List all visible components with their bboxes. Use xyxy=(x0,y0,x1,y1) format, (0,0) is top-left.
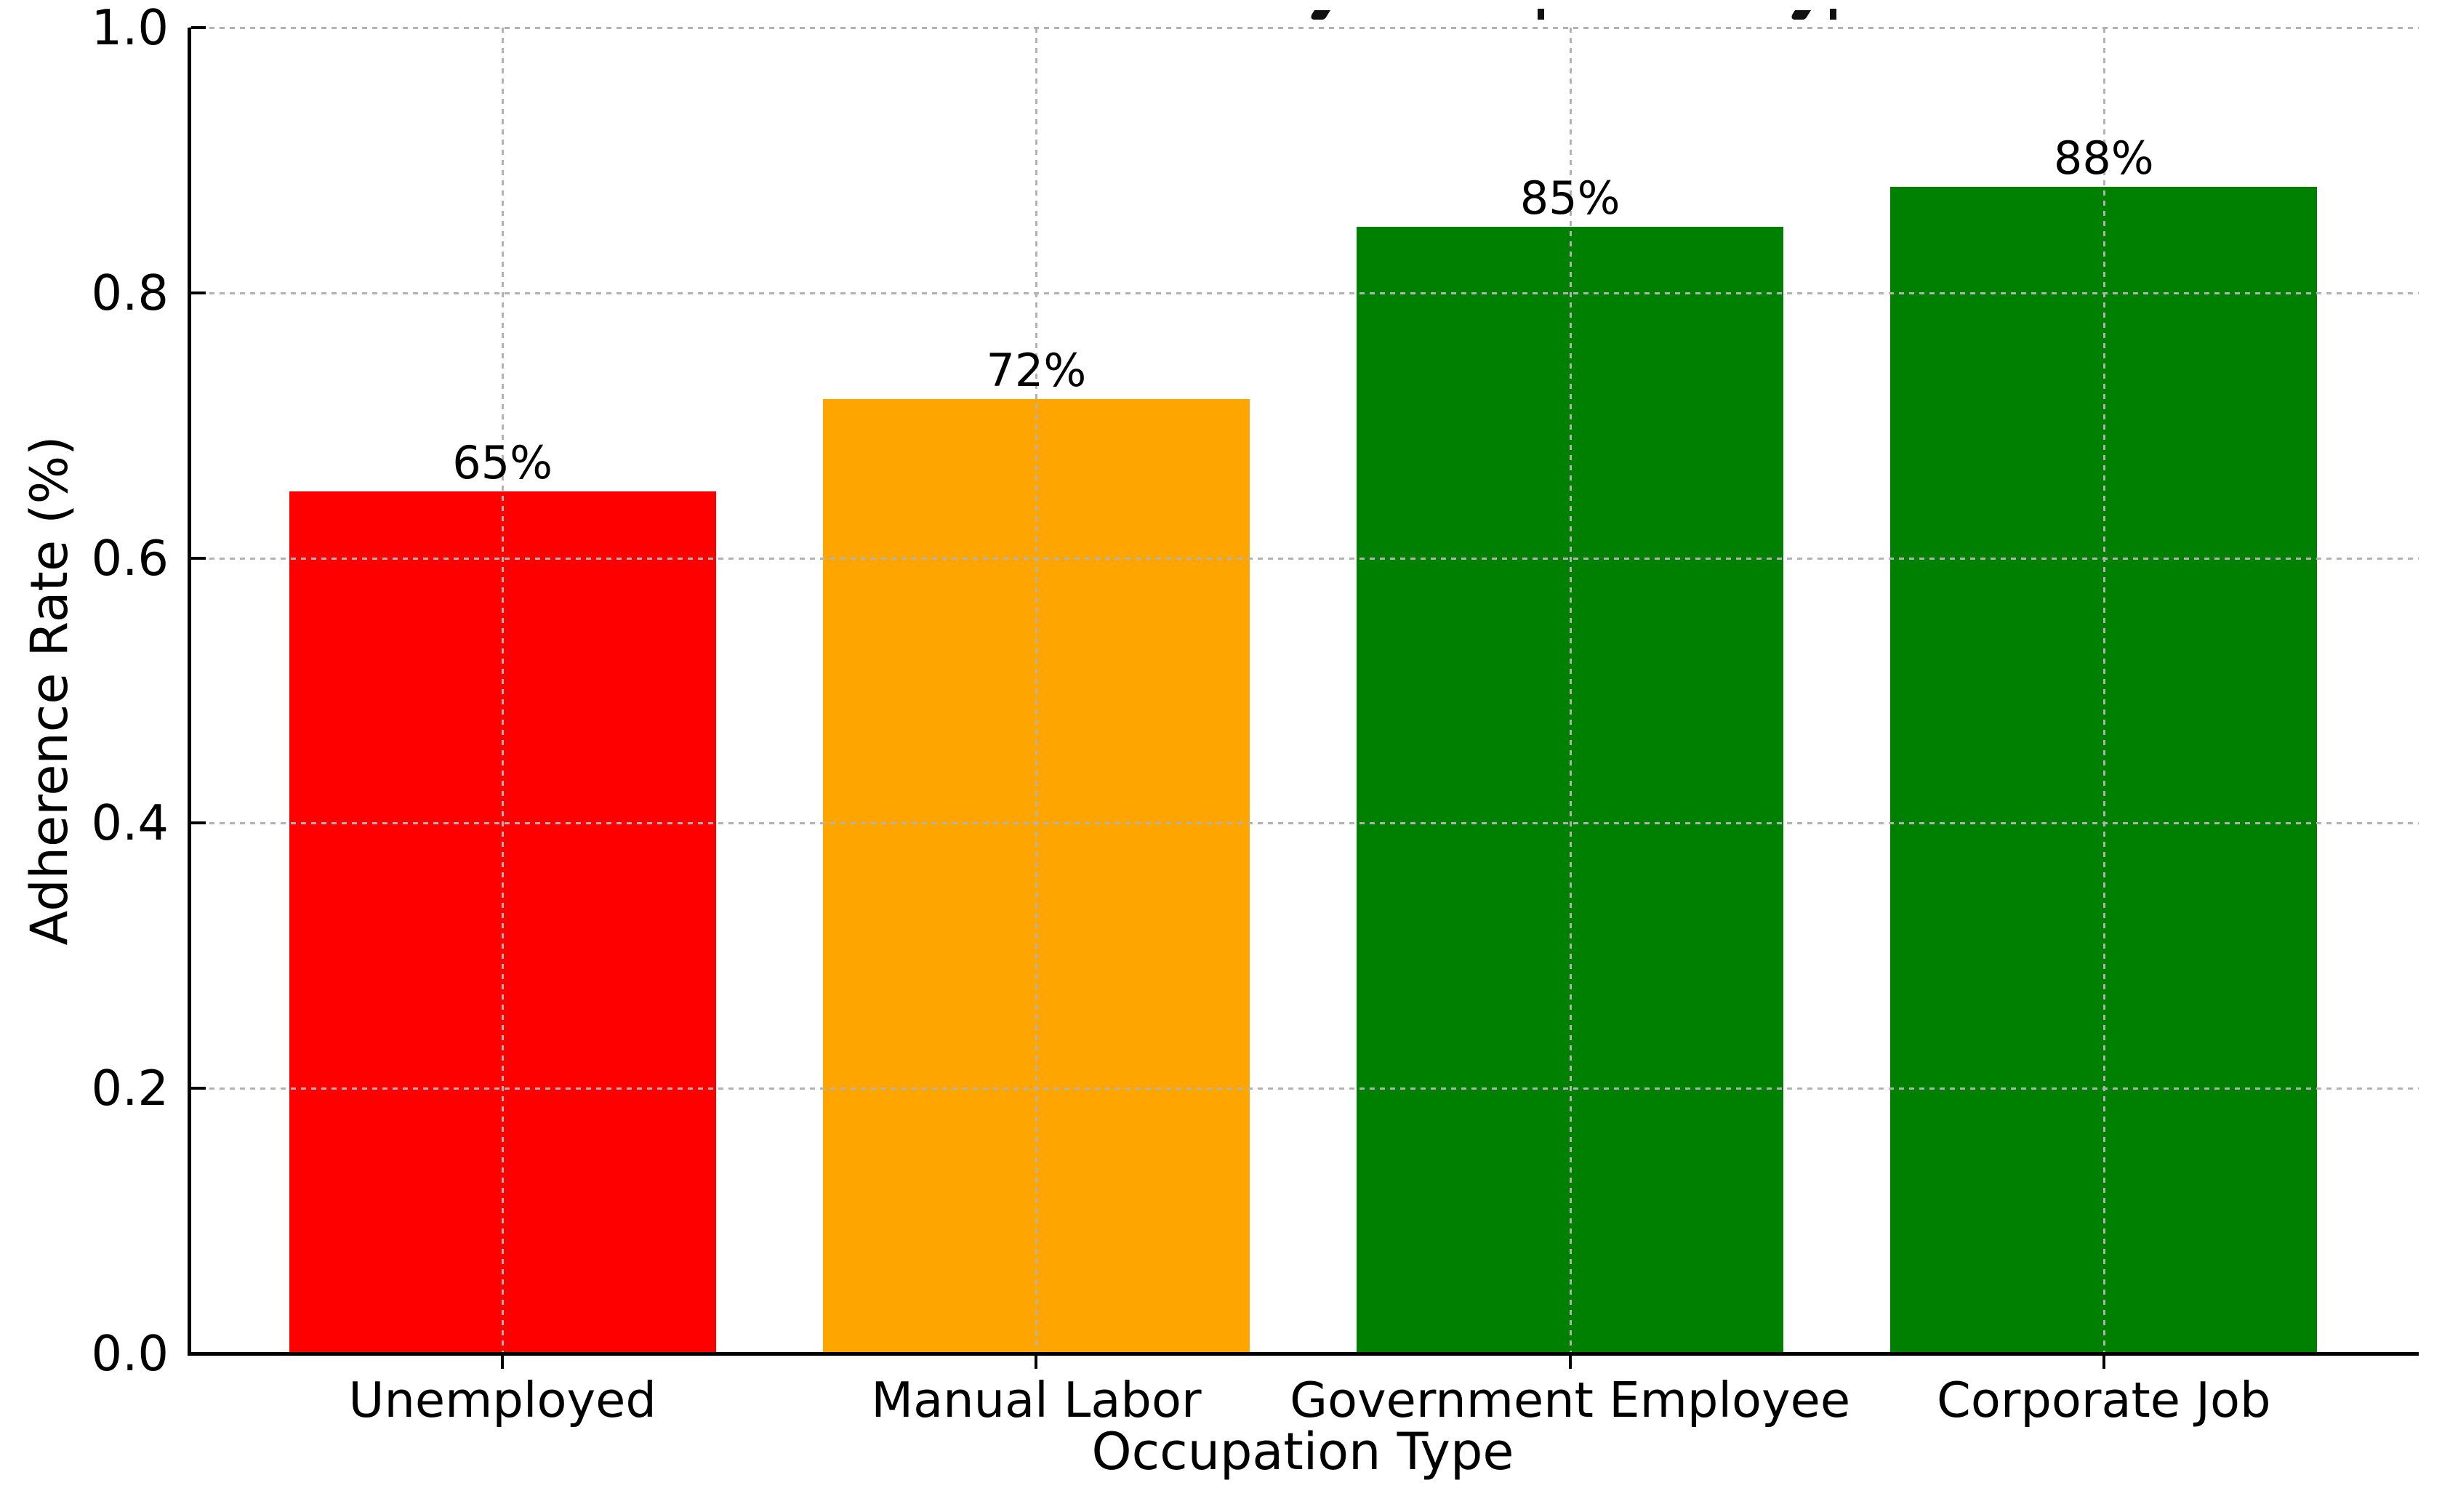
y-axis-label: Adherence Rate (%) xyxy=(20,435,79,946)
y-tick-label: 0.2 xyxy=(91,1060,169,1117)
title-descender-fragment xyxy=(1830,9,1836,20)
y-tick-mark xyxy=(191,821,206,825)
y-tick-mark xyxy=(191,291,206,294)
y-axis-spine xyxy=(188,28,191,1356)
y-tick-mark xyxy=(191,26,206,29)
x-tick-mark xyxy=(1568,1356,1572,1369)
x-tick-mark xyxy=(2102,1356,2105,1369)
x-gridline xyxy=(2102,28,2105,1354)
x-tick-label: Government Employee xyxy=(1290,1372,1851,1428)
y-tick-label: 0.4 xyxy=(91,795,169,852)
y-tick-mark xyxy=(191,1352,206,1355)
x-tick-label: Unemployed xyxy=(348,1372,656,1428)
bar-value-label: 72% xyxy=(986,343,1087,397)
y-gridline xyxy=(189,27,2419,29)
y-gridline xyxy=(189,1087,2419,1090)
y-tick-label: 1.0 xyxy=(91,0,169,56)
y-tick-label: 0.0 xyxy=(91,1325,169,1382)
x-tick-label: Manual Labor xyxy=(871,1372,1202,1428)
bar-value-label: 88% xyxy=(2053,131,2154,185)
y-gridline xyxy=(189,291,2419,294)
x-gridline xyxy=(1035,28,1038,1354)
y-tick-mark xyxy=(191,1087,206,1090)
x-gridline xyxy=(502,28,505,1354)
y-tick-label: 0.8 xyxy=(91,264,169,321)
x-gridline xyxy=(1569,28,1572,1354)
x-tick-label: Corporate Job xyxy=(1937,1372,2271,1428)
y-tick-label: 0.6 xyxy=(91,529,169,587)
title-descender-fragment xyxy=(1538,9,1544,20)
x-tick-mark xyxy=(1035,1356,1038,1369)
y-gridline xyxy=(189,822,2419,825)
y-gridline xyxy=(189,557,2419,560)
bar-value-label: 65% xyxy=(452,436,553,490)
x-axis-label: Occupation Type xyxy=(1091,1422,1514,1481)
y-tick-mark xyxy=(191,556,206,560)
bar-value-label: 85% xyxy=(1519,171,1620,225)
x-tick-mark xyxy=(501,1356,505,1369)
x-axis-spine xyxy=(188,1352,2419,1356)
